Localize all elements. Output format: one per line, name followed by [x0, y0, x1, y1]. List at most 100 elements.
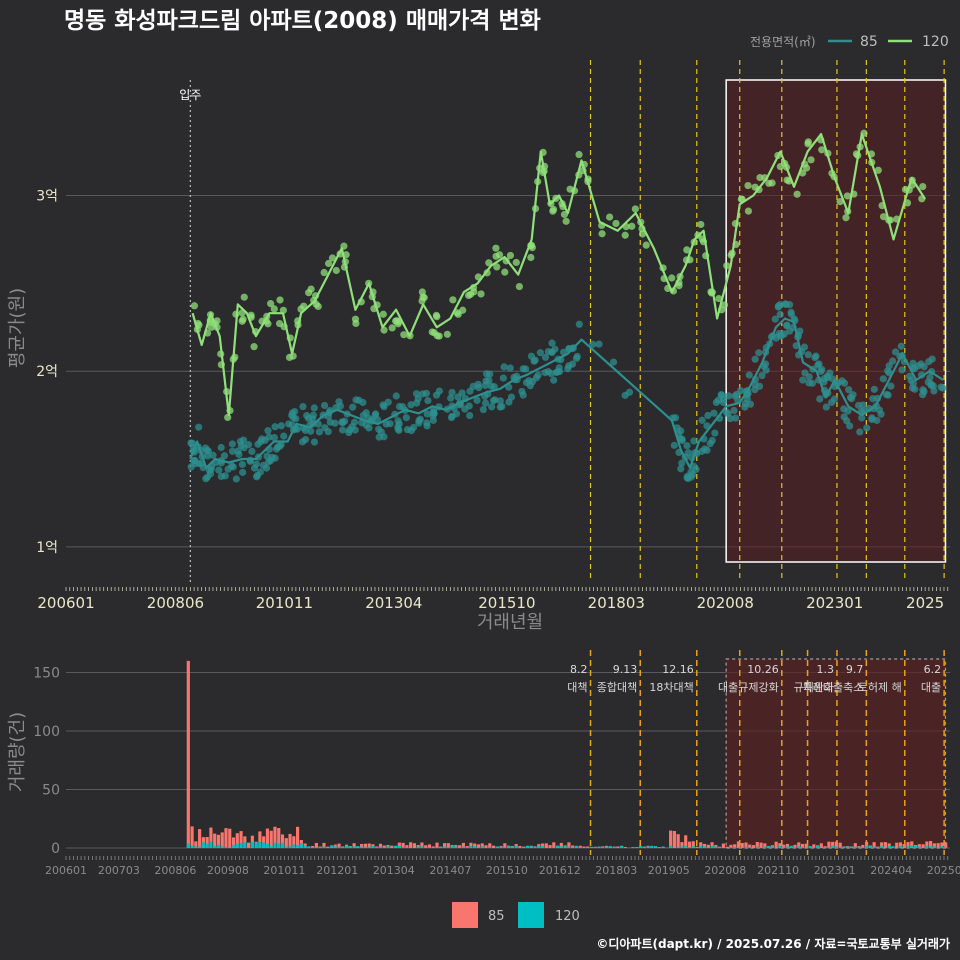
bar-85 [442, 843, 447, 848]
annotation-text: 대책 [567, 681, 587, 694]
bar-85 [544, 843, 548, 848]
scatter-point-85 [491, 396, 499, 404]
scatter-point-85 [575, 320, 583, 328]
scatter-point-85 [481, 399, 490, 407]
bar-120 [687, 847, 692, 848]
scatter-point-120 [307, 285, 315, 293]
bar-120 [363, 846, 367, 848]
scatter-point-120 [642, 241, 650, 249]
bar-85 [676, 834, 680, 848]
bar-85 [831, 841, 835, 848]
bar-120 [397, 846, 401, 848]
bar-85 [740, 842, 744, 848]
scatter-point-85 [413, 399, 421, 407]
bar-85 [288, 833, 292, 848]
scatter-point-85 [677, 465, 685, 473]
legend-label-120: 120 [922, 34, 949, 50]
scatter-point-120 [238, 317, 246, 325]
bar-120 [250, 841, 254, 848]
scatter-point-85 [816, 395, 824, 403]
scatter-point-120 [683, 246, 691, 254]
x-tick-label-bottom: 200806 [154, 864, 196, 877]
bar-85 [755, 842, 759, 848]
bar-120 [284, 846, 288, 848]
scatter-point-120 [560, 210, 569, 219]
bar-120 [461, 846, 465, 848]
scatter-point-85 [572, 354, 581, 363]
bar-85 [902, 844, 906, 848]
scatter-point-85 [209, 451, 217, 459]
scatter-point-85 [787, 308, 795, 316]
scatter-point-120 [264, 320, 272, 328]
scatter-point-85 [424, 396, 432, 405]
bar-85 [721, 843, 725, 848]
bar-120 [277, 843, 281, 848]
scatter-point-120 [379, 310, 387, 318]
scatter-point-120 [400, 331, 408, 339]
scatter-point-85 [858, 414, 866, 422]
scatter-point-85 [771, 315, 779, 323]
scatter-point-85 [718, 391, 726, 400]
scatter-point-85 [527, 352, 536, 360]
bar-85 [944, 842, 948, 848]
scatter-point-85 [690, 437, 698, 445]
x-tick-label-top: 2025 [906, 594, 944, 612]
scatter-point-85 [828, 398, 836, 407]
scatter-point-85 [887, 382, 895, 390]
bar-85 [917, 844, 921, 848]
scatter-point-120 [492, 252, 500, 260]
bar-120 [341, 846, 345, 848]
scatter-point-85 [528, 378, 537, 386]
bar-120 [454, 846, 458, 848]
shaded-period-top [726, 80, 946, 562]
bar-85 [691, 841, 695, 848]
bar-85 [567, 842, 571, 848]
x-tick-label-top: 202008 [697, 594, 754, 612]
bar-120 [205, 843, 209, 848]
bar-85 [702, 843, 707, 848]
legend-bar-swatch-120 [518, 902, 544, 928]
bar-120 [288, 846, 292, 848]
scatter-point-85 [315, 428, 323, 436]
bar-85 [488, 843, 492, 848]
scatter-point-120 [324, 259, 333, 268]
x-tick-label-bottom: 202008 [704, 864, 746, 877]
bar-120 [714, 846, 718, 848]
scatter-point-120 [836, 197, 844, 206]
bar-120 [593, 846, 597, 848]
bar-85 [322, 842, 326, 848]
bar-85 [586, 846, 590, 848]
chart-title: 명동 화성파크드림 아파트(2008) 매매가격 변화 [64, 8, 541, 34]
legend-top: 전용면적(㎡) 85 120 [750, 34, 949, 50]
scatter-point-85 [589, 340, 597, 348]
scatter-point-85 [301, 435, 310, 444]
scatter-point-85 [310, 438, 319, 446]
scatter-point-120 [765, 179, 773, 187]
scatter-point-85 [506, 364, 514, 372]
scatter-point-85 [849, 391, 857, 399]
bar-120 [808, 845, 812, 848]
scatter-point-85 [758, 371, 766, 380]
scatter-point-85 [307, 427, 315, 435]
bar-120 [465, 847, 469, 848]
bar-120 [910, 845, 914, 848]
scatter-point-120 [190, 302, 199, 310]
scatter-point-85 [280, 432, 288, 440]
bar-85 [239, 831, 243, 848]
scatter-point-120 [332, 266, 340, 275]
scatter-point-85 [392, 392, 400, 400]
bar-120 [507, 845, 511, 848]
scatter-point-85 [466, 411, 474, 420]
scatter-point-85 [248, 447, 256, 455]
bar-85 [559, 842, 563, 848]
x-tick-label-bottom: 201510 [486, 864, 528, 877]
bar-85 [785, 843, 790, 848]
shaded-period-bottom [726, 659, 946, 848]
bar-85 [736, 841, 741, 848]
scatter-point-120 [527, 253, 535, 262]
scatter-point-120 [879, 213, 888, 221]
bar-120 [823, 847, 827, 848]
scatter-point-85 [920, 387, 928, 396]
y-tick-label-top: 3억 [36, 189, 58, 205]
bar-85 [284, 838, 288, 848]
